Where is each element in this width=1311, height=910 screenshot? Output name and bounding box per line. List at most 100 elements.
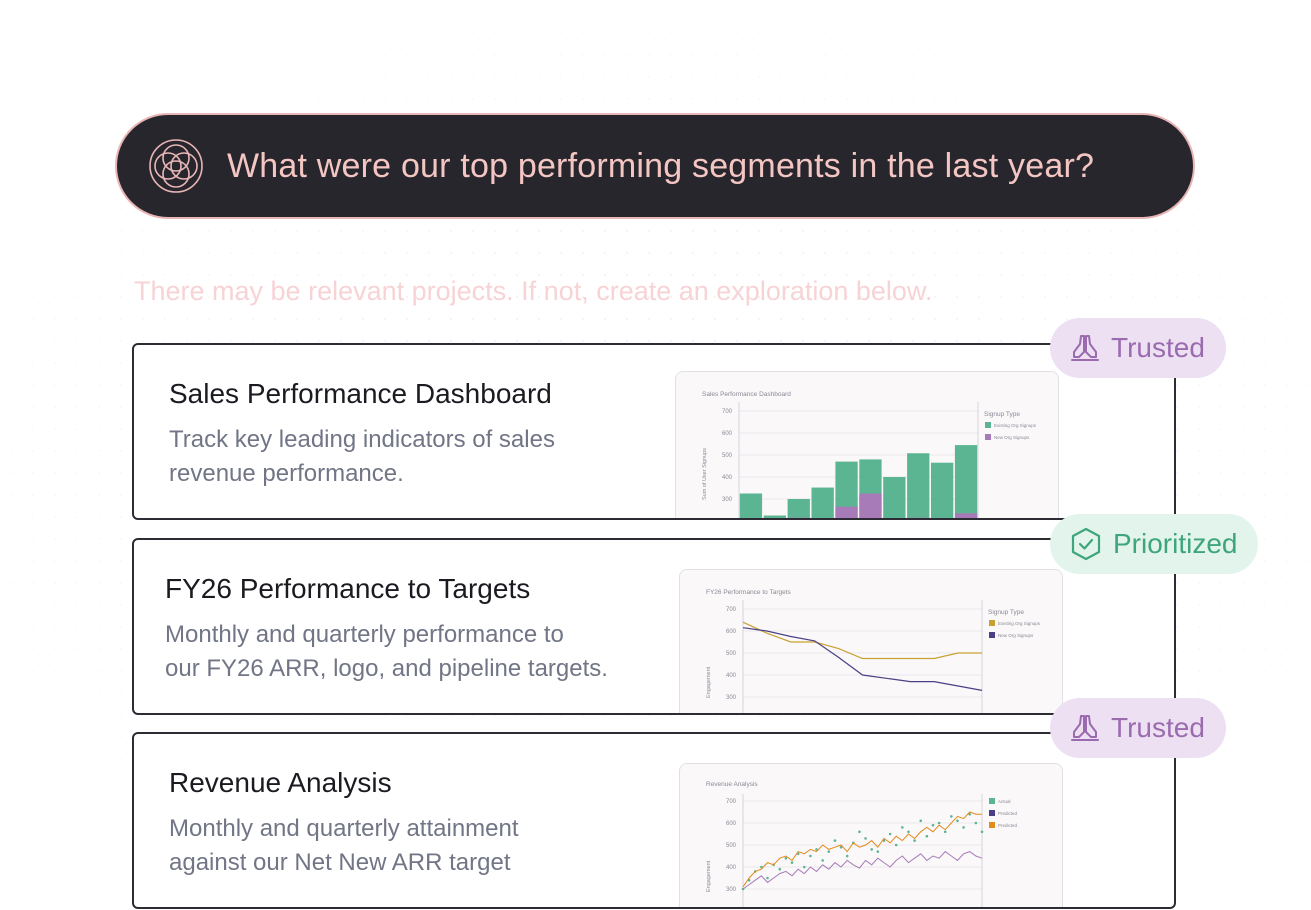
hint-text: There may be relevant projects. If not, … <box>134 276 933 306</box>
bar-new <box>883 519 905 520</box>
legend-label: Existing Org Signups <box>998 621 1041 626</box>
legend-swatch <box>985 434 991 440</box>
bar-existing <box>931 462 954 518</box>
y-tick-label: 300 <box>726 695 737 701</box>
badge-label: Trusted <box>1111 712 1205 743</box>
chart-title: Revenue Analysis <box>706 781 758 788</box>
bar-new <box>787 517 810 518</box>
scatter-point <box>778 867 782 871</box>
y-tick-label: 600 <box>726 821 737 827</box>
y-tick-label: 600 <box>726 629 737 635</box>
card-description-line: Track key leading indicators of sales <box>169 426 555 453</box>
badge-label: Prioritized <box>1113 528 1238 559</box>
chart-title: FY26 Performance to Targets <box>706 589 792 596</box>
chart-ylabel: Engagement <box>706 666 712 698</box>
scatter-point <box>894 843 898 847</box>
scatter-point <box>809 854 812 858</box>
card-description-line: revenue performance. <box>169 460 404 487</box>
chart-title: Sales Performance Dashboard <box>702 391 791 398</box>
prioritized-badge[interactable]: Prioritized <box>1050 514 1259 574</box>
legend-label: Existing Org Signups <box>994 423 1037 428</box>
scatter-point <box>925 834 929 838</box>
y-tick-label: 400 <box>722 475 733 481</box>
legend-swatch <box>989 620 995 626</box>
card-title: Revenue Analysis <box>169 767 392 798</box>
y-tick-label: 500 <box>726 651 737 657</box>
trusted-badge[interactable]: Trusted <box>1050 698 1226 758</box>
legend-label: New Org Signups <box>998 633 1034 638</box>
line-chart-preview: FY26 Performance to Targets Engagement 7… <box>706 589 1041 713</box>
trusted-badge[interactable]: Trusted <box>1050 318 1226 378</box>
bar-existing <box>883 477 906 518</box>
scatter-point <box>907 830 910 834</box>
series-line <box>742 850 983 890</box>
y-tick-label: 300 <box>722 497 733 503</box>
scatter-point <box>901 826 904 829</box>
scatter-point <box>833 839 837 842</box>
legend-swatch <box>985 422 991 428</box>
legend-title: Signup Type <box>984 411 1020 418</box>
legend-swatch <box>989 810 995 816</box>
bar-chart-preview: Sales Performance Dashboard Sum of User … <box>702 391 1037 520</box>
scatter-point <box>815 848 818 851</box>
ask-question[interactable]: What were our top performing segments in… <box>227 146 1095 185</box>
scatter-point <box>913 839 916 842</box>
project-card-sales-performance[interactable]: Sales Performance Dashboard Track key le… <box>132 343 1176 520</box>
chart-preview: Sales Performance Dashboard Sum of User … <box>675 371 1059 520</box>
scatter-point <box>943 830 947 834</box>
scatter-point <box>876 850 880 853</box>
scatter-point <box>888 832 892 836</box>
scatter-point <box>784 856 788 860</box>
card-description: Monthly and quarterly performance to our… <box>165 618 645 686</box>
scatter-point <box>760 865 763 869</box>
scatter-point <box>937 821 941 825</box>
ask-bar[interactable]: What were our top performing segments in… <box>115 113 1195 219</box>
scatter-point <box>956 819 959 823</box>
scatter-point <box>950 815 953 818</box>
bar-new <box>954 513 978 518</box>
legend-title: Signup Type <box>988 609 1024 616</box>
card-description-line: Monthly and quarterly performance to <box>165 621 564 648</box>
y-tick-label: 400 <box>726 673 737 679</box>
chart-preview: Revenue Analysis Engagement 700 600 500 400… <box>679 763 1063 907</box>
bar-existing <box>835 461 858 518</box>
bar-existing <box>787 499 810 518</box>
scatter-point <box>919 819 923 823</box>
bar-existing <box>763 515 786 518</box>
scatter-point <box>968 812 972 816</box>
scatter-line-chart-preview: Revenue Analysis Engagement 700 600 500 400… <box>706 781 1018 907</box>
card-title: Sales Performance Dashboard <box>169 378 552 409</box>
bar-existing <box>739 493 763 518</box>
series-line <box>742 811 982 888</box>
scatter-point <box>827 850 831 853</box>
y-tick-label: 400 <box>726 865 737 871</box>
legend-label: Predicted <box>998 811 1018 816</box>
scatter-point <box>864 837 867 840</box>
project-card-revenue-analysis[interactable]: Revenue Analysis Monthly and quarterly a… <box>132 732 1176 909</box>
legend-swatch <box>989 798 995 804</box>
legend-label: Predicted <box>998 823 1018 828</box>
legend-label: New Org Signups <box>994 435 1030 440</box>
series-line <box>742 621 982 660</box>
card-description-line: our FY26 ARR, logo, and pipeline targets… <box>165 655 608 682</box>
y-tick-label: 500 <box>722 453 733 459</box>
y-tick-label: 700 <box>722 409 733 415</box>
series-line <box>742 627 983 691</box>
scatter-point <box>845 854 849 858</box>
y-tick-label: 600 <box>722 431 733 437</box>
praying-hands-icon <box>1071 335 1099 361</box>
scatter-point <box>790 861 794 864</box>
bar-new <box>859 493 882 518</box>
scatter-point <box>858 830 861 834</box>
scatter-point <box>980 830 984 834</box>
chart-ylabel: Sum of User Signups <box>702 448 708 500</box>
card-description: Monthly and quarterly attainment against… <box>169 812 649 880</box>
bar-new <box>931 519 953 520</box>
chart-ylabel: Engagement <box>706 860 712 892</box>
praying-hands-icon <box>1071 715 1099 741</box>
scatter-point <box>974 821 978 825</box>
badge-label: Trusted <box>1111 332 1205 363</box>
scatter-point <box>802 865 806 869</box>
card-description-line: Monthly and quarterly attainment <box>169 815 519 842</box>
project-card-fy26-targets[interactable]: FY26 Performance to Targets Monthly and … <box>132 538 1176 715</box>
